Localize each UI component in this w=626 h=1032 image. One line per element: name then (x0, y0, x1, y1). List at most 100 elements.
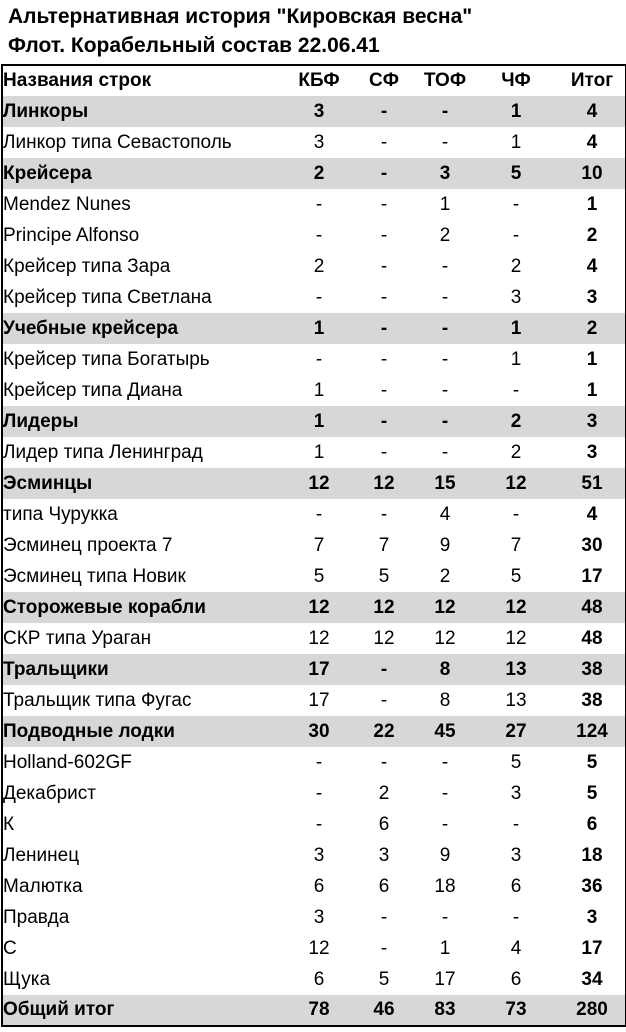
value-cell: - (315, 813, 323, 835)
value-cell: 12 (473, 592, 559, 623)
column-header-chf: ЧФ (473, 65, 559, 96)
row-label: Малютка (3, 875, 83, 897)
value-cell: - (441, 379, 449, 401)
group-row: Учебные крейсера 1- -1 2 (2, 313, 626, 344)
value-cell: 2 (510, 255, 522, 277)
table-row: Holland-602GF - - - 5 5 (2, 747, 626, 778)
header-row: Названия строк КБФ СФ ТОФ ЧФ Итог (2, 65, 626, 96)
value-cell: 12 (373, 627, 395, 649)
table-row: Тральщик типа Фугас 17 - 8 13 38 (2, 685, 626, 716)
row-label: Эсминцы (2, 468, 287, 499)
value-cell: 8 (439, 689, 451, 711)
row-total-cell: 36 (581, 875, 603, 897)
row-total-cell: 34 (581, 968, 603, 990)
value-cell: 7 (510, 534, 522, 556)
row-total-cell: 4 (559, 96, 626, 127)
value-cell: 30 (287, 716, 351, 747)
group-row: Сторожевые корабли 12 12 12 12 48 (2, 592, 626, 623)
value-cell: 3 (313, 906, 325, 928)
row-label: Principe Alfonso (3, 224, 140, 246)
group-row: Крейсера 2-3 5 10 (2, 158, 626, 189)
row-label: Эсминец типа Новик (3, 565, 186, 587)
value-cell: - (380, 689, 388, 711)
row-label: СКР типа Ураган (3, 627, 152, 649)
value-cell: 1 (439, 937, 451, 959)
value-cell: 5 (313, 565, 325, 587)
row-label: К (3, 813, 15, 835)
value-cell: 1 (510, 348, 522, 370)
value-cell: - (315, 286, 323, 308)
value-cell: - (441, 906, 449, 928)
value-cell: 6 (510, 968, 522, 990)
row-total-cell: 124 (559, 716, 626, 747)
value-cell: - (441, 441, 449, 463)
row-total-cell: 2 (559, 313, 626, 344)
page-title: Альтернативная история "Кировская весна" (8, 5, 473, 28)
value-cell: - (380, 441, 388, 463)
value-cell: - (380, 286, 388, 308)
value-cell: - (380, 379, 388, 401)
row-total-cell: 3 (586, 286, 598, 308)
value-cell: 12 (287, 468, 351, 499)
row-label: Учебные крейсера (2, 313, 287, 344)
value-cell: 73 (473, 995, 559, 1026)
value-cell: 1 (473, 313, 559, 344)
row-total-cell: 48 (581, 627, 603, 649)
row-label: Общий итог (2, 995, 287, 1026)
value-cell: 1 (439, 193, 451, 215)
table-row: К - 6 - - 6 (2, 809, 626, 840)
value-cell: - (315, 224, 323, 246)
table-row: Крейсер типа Зара 2 - - 2 4 (2, 251, 626, 282)
row-total-cell: 5 (586, 782, 598, 804)
value-cell: - (351, 406, 417, 437)
row-total-cell: 3 (586, 441, 598, 463)
table-row: СКР типа Ураган 12 12 12 12 48 (2, 623, 626, 654)
row-label: Крейсер типа Светлана (3, 286, 212, 308)
value-cell: - (512, 906, 520, 928)
value-cell: 2 (439, 224, 451, 246)
row-label: Лидер типа Ленинград (3, 441, 203, 463)
value-cell: 3 (417, 158, 473, 189)
value-cell: 27 (473, 716, 559, 747)
value-cell: 78 (287, 995, 351, 1026)
row-label: Щука (3, 968, 51, 990)
row-total-cell: 280 (559, 995, 626, 1026)
value-cell: 3 (287, 96, 351, 127)
table-row: Ленинец 3 3 9 3 18 (2, 840, 626, 871)
row-label: Тральщик типа Фугас (3, 689, 192, 711)
column-header-total: Итог (559, 65, 626, 96)
value-cell: 13 (473, 654, 559, 685)
row-total-cell: 4 (586, 255, 598, 277)
table-row: Крейсер типа Диана 1 - - - 1 (2, 375, 626, 406)
value-cell: 5 (378, 565, 390, 587)
column-header-kbf: КБФ (287, 65, 351, 96)
value-cell: - (380, 255, 388, 277)
table-row: Декабрист - 2 - 3 5 (2, 778, 626, 809)
column-header-tof: ТОФ (417, 65, 473, 96)
fleet-composition-table: Названия строк КБФ СФ ТОФ ЧФ Итог Линкор… (1, 64, 626, 1027)
value-cell: - (512, 503, 520, 525)
value-cell: 12 (351, 468, 417, 499)
table-row: Линкор типа Севастополь 3 - - 1 4 (2, 127, 626, 158)
value-cell: 22 (351, 716, 417, 747)
row-total-cell: 2 (586, 224, 598, 246)
group-row: Тральщики 17-8 13 38 (2, 654, 626, 685)
row-total-cell: 3 (559, 406, 626, 437)
value-cell: 46 (351, 995, 417, 1026)
row-label: Крейсер типа Зара (3, 255, 171, 277)
value-cell: 1 (287, 313, 351, 344)
row-total-cell: 1 (586, 193, 598, 215)
value-cell: 2 (439, 565, 451, 587)
value-cell: - (441, 255, 449, 277)
value-cell: - (512, 224, 520, 246)
table-row: Щука 6 5 17 6 34 (2, 964, 626, 995)
row-total-cell: 30 (581, 534, 603, 556)
page-subtitle: Флот. Корабельный состав 22.06.41 (8, 34, 380, 57)
column-header-row-names: Названия строк (2, 65, 287, 96)
value-cell: 2 (287, 158, 351, 189)
row-label: С (3, 937, 17, 959)
row-total-cell: 10 (559, 158, 626, 189)
value-cell: - (315, 782, 323, 804)
value-cell: 6 (378, 875, 390, 897)
value-cell: - (380, 937, 388, 959)
